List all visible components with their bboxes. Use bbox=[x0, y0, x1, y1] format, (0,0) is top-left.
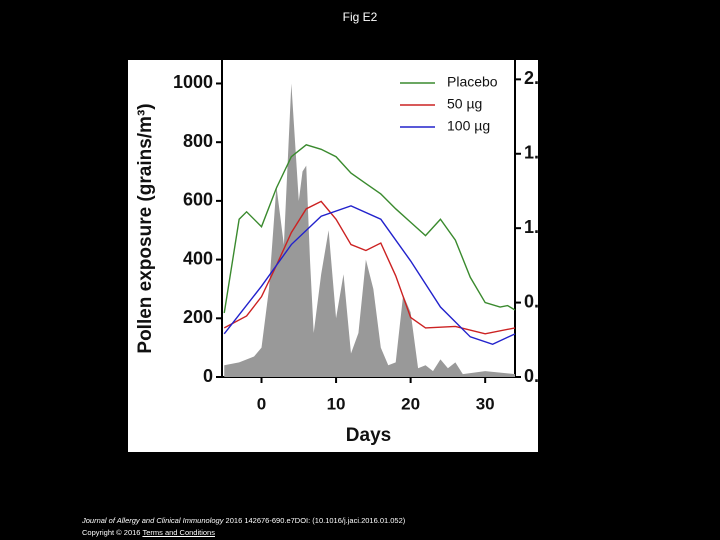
footer: Journal of Allergy and Clinical Immunolo… bbox=[82, 515, 405, 539]
y-tick-label: 400 bbox=[183, 248, 213, 268]
y-tick-label: 600 bbox=[183, 190, 213, 210]
citation: 2016 142676-690.e7DOI: (10.1016/j.jaci.2… bbox=[223, 516, 406, 525]
pollen-area bbox=[224, 83, 515, 378]
copyright: Copyright © 2016 bbox=[82, 528, 143, 537]
slide-title: Fig E2 bbox=[342, 10, 378, 24]
y2-tick-label: 1.5 bbox=[524, 143, 538, 163]
y-tick-label: 800 bbox=[183, 131, 213, 151]
y2-tick-label: 1.0 bbox=[524, 217, 538, 237]
y2-tick-label: 0.5 bbox=[524, 291, 538, 311]
series-line bbox=[223, 205, 516, 346]
x-tick-label: 10 bbox=[327, 394, 346, 413]
x-tick-label: 0 bbox=[257, 394, 266, 413]
y2-tick-label: 2.0 bbox=[524, 68, 538, 88]
series-line bbox=[223, 144, 516, 314]
x-axis-label: Days bbox=[346, 425, 391, 446]
chart-background bbox=[128, 60, 538, 452]
journal: Journal of Allergy and Clinical Immunolo… bbox=[82, 516, 224, 525]
legend-label: 50 µg bbox=[447, 96, 482, 112]
series-line bbox=[223, 200, 516, 335]
copyright-line: Copyright © 2016 Terms and Conditions bbox=[82, 527, 405, 539]
x-tick-label: 20 bbox=[401, 394, 420, 413]
y2-tick-label: 0.0 bbox=[524, 366, 538, 386]
y-tick-label: 0 bbox=[203, 366, 213, 386]
legend-label: 100 µg bbox=[447, 118, 490, 134]
citation-line: Journal of Allergy and Clinical Immunolo… bbox=[82, 515, 405, 527]
x-tick-label: 30 bbox=[476, 394, 495, 413]
terms-link[interactable]: Terms and Conditions bbox=[142, 528, 215, 537]
legend-label: Placebo bbox=[447, 74, 498, 90]
y-tick-label: 200 bbox=[183, 307, 213, 327]
y-tick-label: 1000 bbox=[173, 72, 213, 92]
y-axis-label: Pollen exposure (grains/m³) bbox=[135, 103, 156, 353]
